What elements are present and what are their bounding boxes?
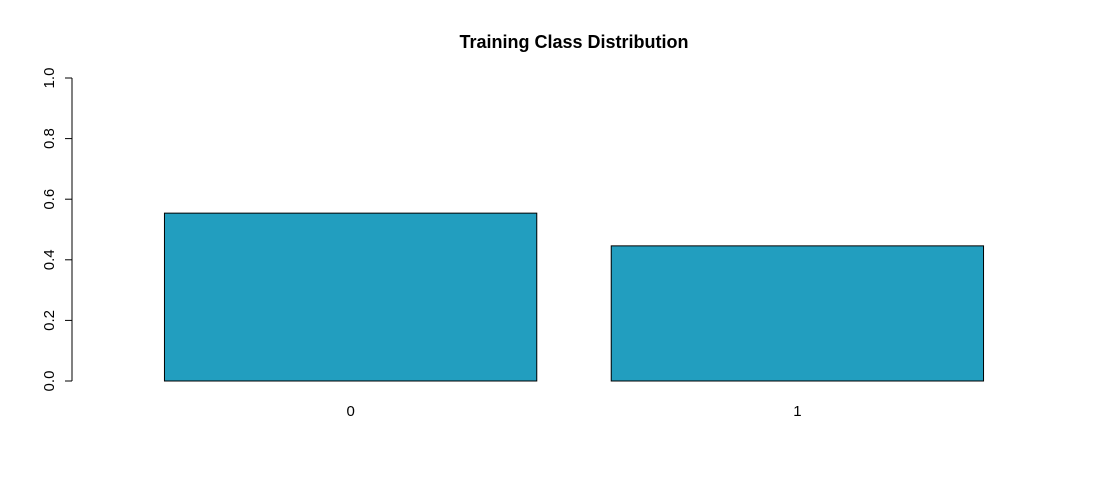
bar-0 [163, 212, 538, 382]
y-tick-label: 0.6 [41, 189, 58, 210]
bars [163, 212, 985, 382]
bar-1 [610, 245, 985, 382]
y-tick-label: 0.2 [41, 310, 58, 331]
x-tick-label: 1 [793, 403, 801, 420]
x-tick-label: 0 [346, 403, 354, 420]
y-tick-label: 0.4 [41, 249, 58, 270]
chart-title: Training Class Distribution [459, 32, 688, 52]
y-tick-label: 1.0 [41, 68, 58, 89]
y-tick-label: 0.0 [41, 371, 58, 392]
y-tick-label: 0.8 [41, 128, 58, 149]
y-axis-ticks: 0.0 0.2 0.4 0.6 0.8 1.0 [41, 68, 72, 392]
